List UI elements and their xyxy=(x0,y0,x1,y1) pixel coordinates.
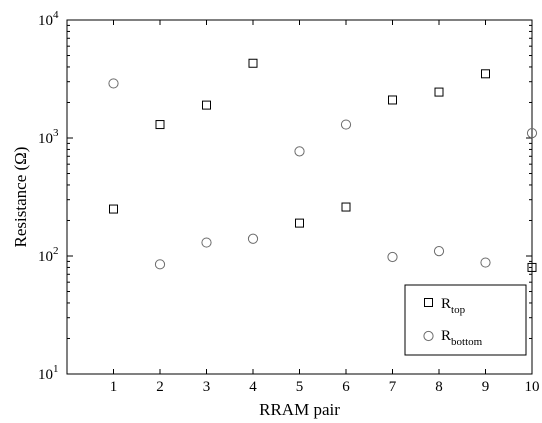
legend: Rtop Rbottom xyxy=(404,284,527,356)
marker-r-bottom xyxy=(201,237,212,248)
marker-r-bottom xyxy=(154,259,166,270)
marker-r-top xyxy=(388,95,397,105)
x-tick-label: 8 xyxy=(435,379,443,395)
x-tick-label: 1 xyxy=(110,379,118,395)
x-tick-labels: 1 2 3 4 5 6 7 8 9 10 xyxy=(110,379,540,395)
y-tick-labels: 101 102 103 104 xyxy=(38,9,59,383)
data-markers xyxy=(108,58,538,272)
marker-r-top xyxy=(434,87,444,97)
marker-r-bottom xyxy=(247,233,259,244)
y-tick-label: 101 xyxy=(38,363,59,383)
axis-ticks xyxy=(67,20,533,375)
y-axis-label: Resistance (Ω) xyxy=(11,147,30,248)
x-tick-label: 4 xyxy=(249,379,257,395)
legend-box xyxy=(404,284,527,356)
marker-r-top xyxy=(527,262,537,272)
x-tick-label: 10 xyxy=(525,379,540,395)
y-tick-label: 103 xyxy=(38,127,59,147)
x-axis-label: RRAM pair xyxy=(259,400,340,419)
y-tick-label: 104 xyxy=(38,9,59,29)
x-tick-label: 2 xyxy=(156,379,164,395)
x-tick-label: 5 xyxy=(296,379,304,395)
legend-label-r-bottom: Rbottom xyxy=(441,328,483,348)
legend-label-r-top: Rtop xyxy=(441,296,466,316)
marker-r-bottom xyxy=(480,257,491,268)
marker-r-top xyxy=(295,218,304,228)
marker-r-bottom xyxy=(387,251,398,263)
marker-r-top xyxy=(341,202,351,212)
marker-r-bottom xyxy=(340,119,352,130)
marker-r-top xyxy=(202,100,211,110)
marker-r-bottom xyxy=(433,246,445,257)
marker-r-top xyxy=(109,204,118,214)
marker-r-top xyxy=(481,69,490,79)
x-tick-label: 9 xyxy=(482,379,490,395)
marker-r-top xyxy=(155,120,165,130)
marker-r-bottom xyxy=(526,128,538,139)
marker-r-bottom xyxy=(108,78,119,89)
x-tick-label: 7 xyxy=(389,379,397,395)
legend-marker-r-top xyxy=(424,298,433,307)
y-tick-label: 102 xyxy=(38,245,59,265)
marker-r-top xyxy=(248,58,258,68)
x-tick-label: 3 xyxy=(203,379,211,395)
marker-r-bottom xyxy=(294,146,305,157)
legend-marker-r-bottom xyxy=(423,330,434,342)
x-tick-label: 6 xyxy=(342,379,350,395)
